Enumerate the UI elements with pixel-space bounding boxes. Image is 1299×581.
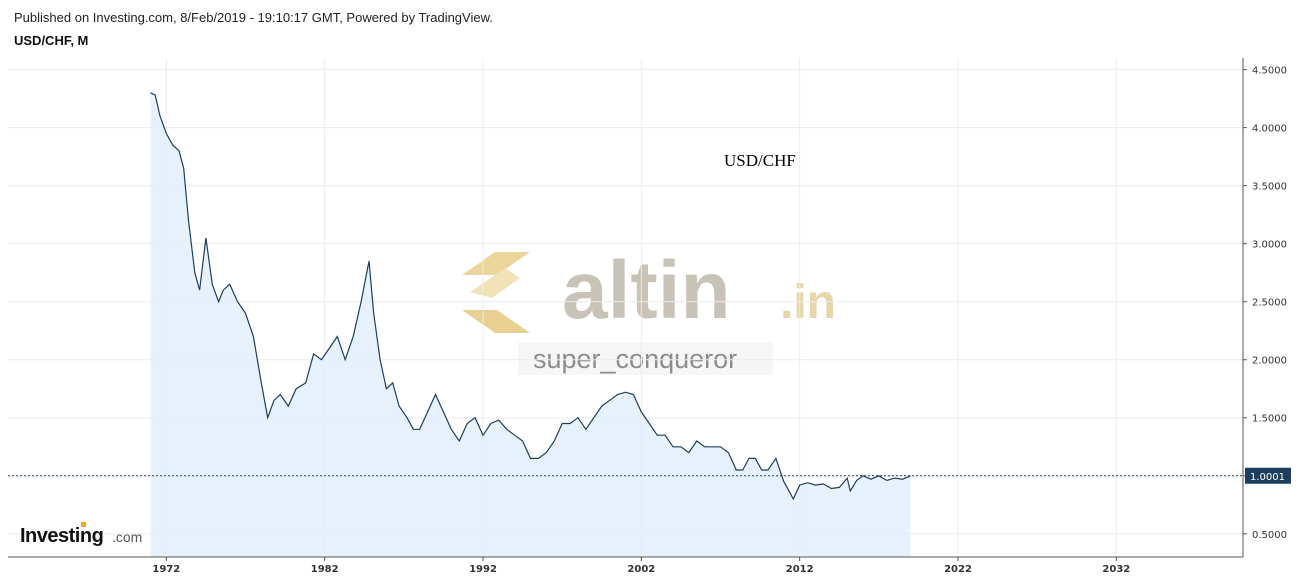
y-tick-label-6: 3.5000 [1252, 182, 1287, 193]
x-tick-label-2: 1992 [469, 564, 497, 575]
chart-grid [8, 58, 1243, 557]
watermark: altin .in super_conqueror [462, 245, 836, 375]
watermark-brand: altin [562, 245, 731, 336]
y-tick-label-4: 2.5000 [1252, 298, 1287, 309]
price-tag-label: 1.0001 [1250, 472, 1285, 483]
current-price-tag: 1.0001 [1245, 467, 1291, 484]
symbol-title: USD/CHF, M [14, 33, 89, 48]
published-info: Published on Investing.com, 8/Feb/2019 -… [14, 10, 493, 25]
watermark-user: super_conqueror [533, 344, 737, 374]
watermark-logo-icon [462, 252, 530, 333]
x-tick-label-5: 2022 [944, 564, 972, 575]
price-line [150, 92, 911, 501]
y-tick-label-7: 4.0000 [1252, 124, 1287, 135]
x-tick-label-1: 1982 [311, 564, 339, 575]
logo-text: Investing [20, 525, 103, 547]
price-tag-box [1245, 467, 1291, 484]
x-tick-label-6: 2032 [1102, 564, 1130, 575]
x-axis-ticks: 1972 1982 1992 2002 2012 2022 2032 [152, 557, 1130, 575]
y-tick-label-8: 4.5000 [1252, 66, 1287, 77]
y-tick-label-3: 2.0000 [1252, 356, 1287, 367]
y-tick-label-5: 3.0000 [1252, 240, 1287, 251]
x-tick-label-4: 2012 [786, 564, 814, 575]
watermark-suffix: .in [780, 276, 836, 329]
investing-logo: Investing .com [20, 522, 142, 547]
chart-annotation: USD/CHF [724, 151, 796, 170]
y-tick-label-0: 0.5000 [1252, 530, 1287, 541]
price-area [150, 92, 911, 558]
x-tick-label-3: 2002 [627, 564, 655, 575]
y-tick-label-2: 1.5000 [1252, 414, 1287, 425]
logo-dot-icon [81, 522, 86, 527]
chart-frame [8, 58, 1244, 558]
x-tick-label-0: 1972 [152, 564, 180, 575]
watermark-user-bg [518, 342, 773, 375]
logo-suffix: .com [112, 529, 142, 545]
